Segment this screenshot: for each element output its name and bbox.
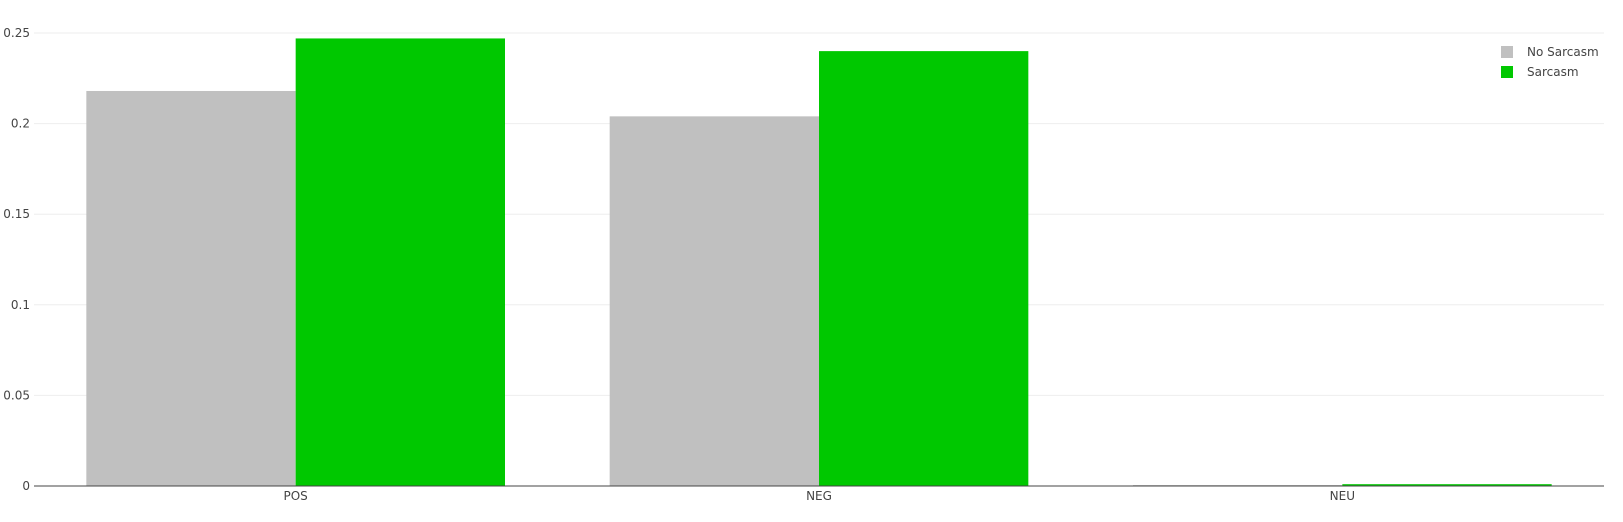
bar-sarcasm-pos[interactable] [295, 38, 505, 486]
legend-label: No Sarcasm [1527, 45, 1599, 59]
y-tick-label: 0.05 [3, 388, 30, 402]
bar-sarcasm-neg[interactable] [819, 51, 1029, 487]
bars [86, 38, 1552, 487]
bar-no-sarcasm-pos[interactable] [86, 90, 296, 486]
bar-no-sarcasm-neg[interactable] [609, 116, 819, 487]
y-tick-label: 0.15 [3, 207, 30, 221]
legend-item-no-sarcasm[interactable]: No Sarcasm [1501, 45, 1599, 59]
legend-label: Sarcasm [1527, 65, 1579, 79]
bar-sarcasm-neu[interactable] [1342, 484, 1552, 486]
x-tick-label: POS [284, 489, 308, 503]
legend-swatch [1501, 66, 1513, 78]
axes: 0 0.05 0.1 0.15 0.2 0.25 POS NEG NEU [3, 26, 1604, 503]
legend[interactable]: No Sarcasm Sarcasm [1501, 45, 1599, 79]
y-tick-label: 0 [22, 479, 30, 493]
y-tick-label: 0.2 [11, 117, 30, 131]
legend-swatch [1501, 46, 1513, 58]
x-tick-label: NEG [806, 489, 832, 503]
y-tick-label: 0.25 [3, 26, 30, 40]
y-tick-label: 0.1 [11, 298, 30, 312]
x-tick-label: NEU [1330, 489, 1355, 503]
legend-item-sarcasm[interactable]: Sarcasm [1501, 65, 1579, 79]
